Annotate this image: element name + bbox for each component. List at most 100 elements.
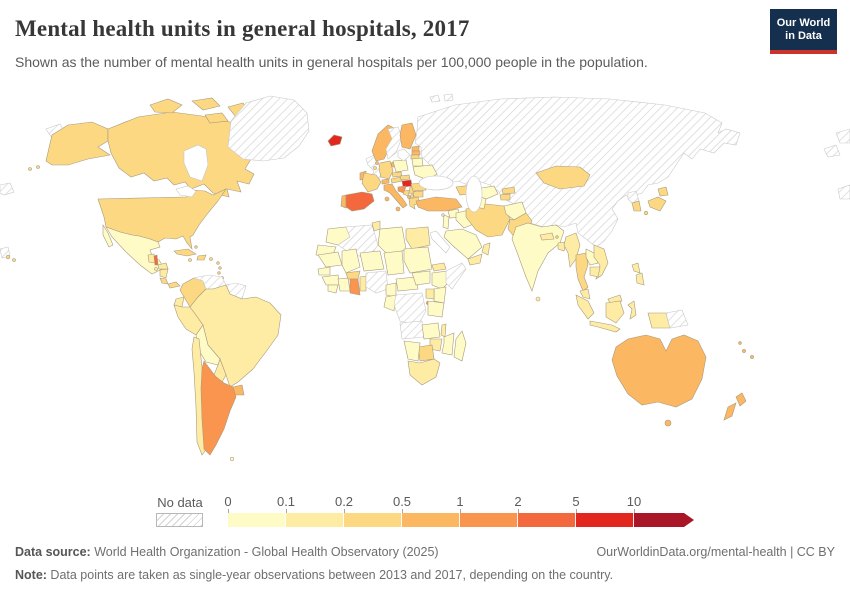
country-indonesia-sulawesi[interactable]	[627, 300, 637, 320]
country-pacific-fragment-3[interactable]	[837, 184, 850, 200]
country-botswana[interactable]	[417, 344, 435, 362]
country-hispaniola[interactable]	[196, 254, 207, 261]
country-panama[interactable]	[167, 281, 181, 289]
country-guatemala[interactable]	[147, 253, 156, 264]
country-madagascar[interactable]	[453, 330, 467, 362]
country-lesser-antilles[interactable]	[217, 271, 221, 275]
country-togo-benin[interactable]	[359, 275, 367, 292]
country-tajikistan[interactable]	[499, 193, 511, 201]
legend-bucket-5-10[interactable]	[576, 513, 634, 527]
country-malaysia[interactable]	[579, 288, 591, 300]
country-south-africa[interactable]	[407, 358, 441, 386]
country-albania[interactable]	[407, 195, 411, 199]
country-nigeria[interactable]	[365, 270, 389, 294]
legend-bucket-0.5-1[interactable]	[402, 513, 460, 527]
country-mexico-baja[interactable]	[102, 223, 114, 248]
country-indonesia-borneo[interactable]	[605, 300, 625, 324]
country-cuba[interactable]	[173, 248, 197, 257]
country-iran[interactable]	[465, 203, 511, 238]
country-belarus[interactable]	[411, 157, 424, 167]
country-chad[interactable]	[383, 250, 405, 276]
country-kyrgyzstan[interactable]	[501, 186, 516, 195]
country-ghana[interactable]	[349, 278, 361, 296]
country-latvia[interactable]	[411, 150, 421, 156]
country-north-macedonia[interactable]	[410, 194, 414, 198]
country-cameroon[interactable]	[385, 282, 397, 298]
country-india[interactable]	[511, 222, 565, 292]
country-indonesia-java[interactable]	[589, 320, 621, 333]
country-new-zealand-south[interactable]	[723, 402, 737, 421]
country-philippines[interactable]	[631, 262, 645, 286]
country-netherlands[interactable]	[375, 161, 379, 165]
country-fiji[interactable]	[750, 355, 754, 359]
legend-bucket-2-5[interactable]	[518, 513, 576, 527]
country-angola[interactable]	[399, 320, 425, 340]
country-indonesia-sumatra[interactable]	[575, 294, 595, 320]
country-new-zealand-north[interactable]	[735, 392, 747, 407]
country-jamaica[interactable]	[188, 258, 192, 262]
legend-bucket-0-0.1[interactable]	[228, 513, 286, 527]
country-bhutan[interactable]	[555, 235, 559, 239]
country-switzerland[interactable]	[381, 178, 390, 185]
country-niger[interactable]	[359, 250, 385, 272]
legend-bucket-1-2[interactable]	[460, 513, 518, 527]
country-turkey[interactable]	[415, 196, 463, 212]
country-spain[interactable]	[345, 191, 375, 212]
country-belize[interactable]	[153, 254, 159, 266]
country-left-fragment-1[interactable]	[0, 182, 15, 196]
country-finland[interactable]	[399, 122, 417, 150]
country-laos[interactable]	[585, 248, 599, 266]
owid-link[interactable]: OurWorldinData.org/mental-health | CC BY	[596, 545, 835, 559]
country-ivory-coast[interactable]	[337, 277, 351, 292]
country-bulgaria[interactable]	[412, 190, 424, 198]
country-south-korea[interactable]	[631, 200, 642, 212]
country-belgium[interactable]	[373, 166, 377, 170]
legend-bucket-10+[interactable]	[634, 513, 694, 527]
country-brazil[interactable]	[189, 284, 282, 388]
country-mongolia[interactable]	[535, 165, 591, 190]
country-vietnam[interactable]	[593, 244, 609, 280]
country-thailand[interactable]	[575, 252, 589, 292]
country-nicaragua[interactable]	[159, 268, 169, 279]
country-svalbard[interactable]	[429, 93, 454, 103]
country-yemen[interactable]	[467, 253, 483, 266]
country-sudan[interactable]	[403, 246, 433, 274]
country-japan-kyushu[interactable]	[643, 210, 649, 216]
country-saudi-arabia[interactable]	[443, 228, 483, 260]
country-kenya[interactable]	[433, 286, 447, 304]
country-mozambique[interactable]	[441, 332, 455, 356]
country-puerto-rico[interactable]	[209, 257, 213, 261]
country-poland[interactable]	[392, 159, 409, 173]
country-greenland[interactable]	[227, 95, 310, 162]
country-lesser-antilles[interactable]	[216, 261, 220, 265]
country-drc[interactable]	[393, 292, 427, 326]
country-central-african-republic[interactable]	[395, 276, 419, 292]
country-usa-aleutians[interactable]	[36, 165, 40, 169]
country-pacific-fragment-2[interactable]	[823, 144, 841, 158]
country-vanuatu[interactable]	[738, 341, 742, 345]
country-argentina[interactable]	[200, 360, 237, 456]
country-bahamas[interactable]	[194, 245, 198, 249]
country-italy-sicily[interactable]	[395, 206, 401, 212]
legend-bucket-0.1-0.2[interactable]	[286, 513, 344, 527]
country-namibia[interactable]	[403, 340, 421, 362]
owid-logo[interactable]: Our World in Data	[770, 9, 837, 54]
country-el-salvador[interactable]	[154, 267, 158, 271]
country-uganda[interactable]	[425, 288, 435, 300]
country-slovakia[interactable]	[399, 174, 411, 181]
country-germany[interactable]	[378, 160, 394, 180]
country-lesser-antilles[interactable]	[218, 266, 222, 270]
country-pacific-fragment-1[interactable]	[835, 128, 850, 144]
country-cambodia[interactable]	[589, 266, 601, 278]
country-france[interactable]	[361, 172, 382, 193]
country-levant[interactable]	[442, 214, 450, 230]
country-nepal[interactable]	[539, 232, 555, 241]
country-guinea[interactable]	[321, 274, 341, 286]
country-sweden[interactable]	[385, 126, 403, 160]
country-somalia[interactable]	[445, 262, 467, 290]
country-usa-hawaii[interactable]	[5, 254, 11, 260]
country-papua-new-guinea[interactable]	[665, 309, 689, 329]
country-congo[interactable]	[383, 294, 397, 312]
country-malawi[interactable]	[440, 323, 447, 338]
country-zambia[interactable]	[421, 322, 441, 340]
